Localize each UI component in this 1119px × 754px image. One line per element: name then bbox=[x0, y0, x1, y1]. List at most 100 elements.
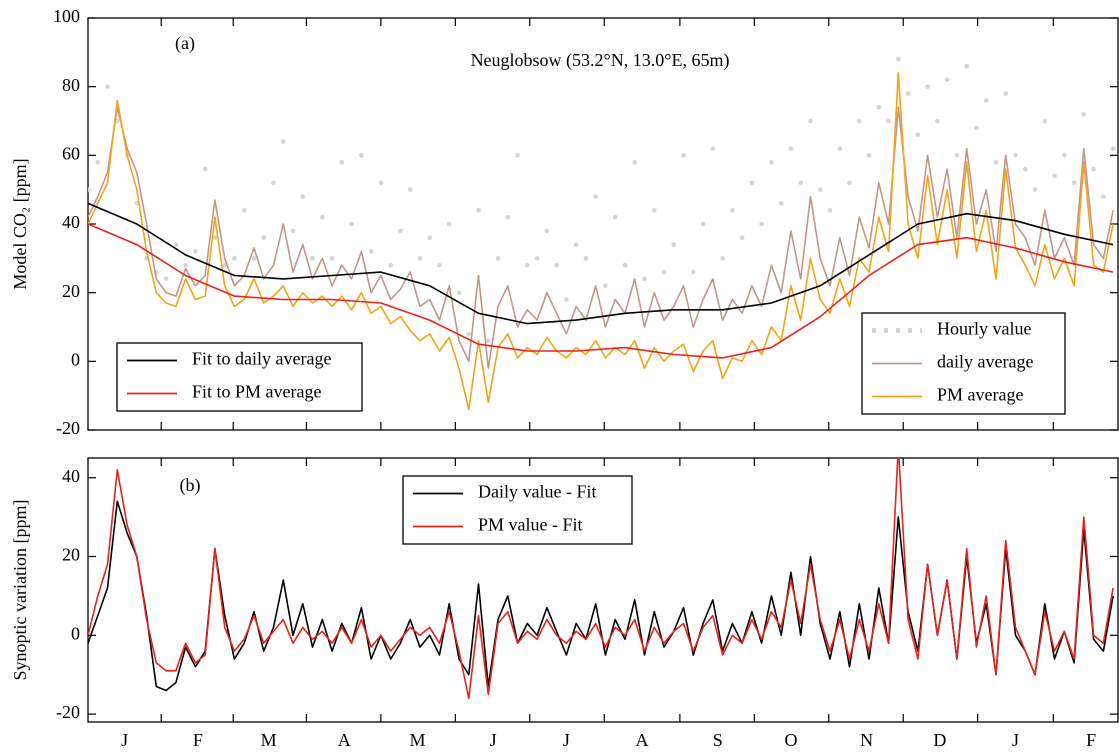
data-point bbox=[661, 269, 667, 275]
x-tick-label: A bbox=[636, 730, 649, 750]
data-point bbox=[290, 228, 296, 234]
data-point bbox=[622, 262, 628, 268]
y-tick-label: 60 bbox=[62, 143, 80, 163]
data-point bbox=[827, 207, 833, 213]
legend-box bbox=[116, 342, 363, 412]
data-point bbox=[778, 201, 784, 206]
data-point bbox=[251, 256, 257, 261]
data-point bbox=[974, 125, 979, 131]
data-point bbox=[798, 180, 804, 186]
y-tick-label: 0 bbox=[71, 623, 80, 643]
data-point bbox=[1110, 146, 1116, 151]
data-point bbox=[476, 207, 481, 213]
data-point bbox=[349, 221, 354, 227]
data-point bbox=[935, 118, 940, 124]
data-point bbox=[407, 187, 413, 192]
data-point bbox=[378, 180, 384, 186]
data-point bbox=[222, 262, 227, 268]
x-tick-label: J bbox=[121, 730, 128, 750]
data-point bbox=[456, 290, 462, 295]
data-point bbox=[261, 235, 267, 241]
legend-label: PM average bbox=[937, 385, 1023, 405]
data-point bbox=[1003, 91, 1009, 96]
y-tick-label: 100 bbox=[53, 6, 80, 26]
data-point bbox=[417, 256, 423, 261]
plot-area bbox=[88, 458, 1114, 700]
x-tick-label: J bbox=[1012, 730, 1019, 750]
data-point bbox=[280, 139, 286, 144]
data-point bbox=[564, 297, 569, 302]
data-point bbox=[944, 77, 950, 83]
data-point bbox=[700, 221, 706, 227]
data-point bbox=[876, 104, 882, 110]
data-point bbox=[1032, 187, 1038, 192]
data-point bbox=[232, 256, 237, 261]
data-point bbox=[134, 201, 140, 206]
y-tick-label: 80 bbox=[62, 75, 80, 95]
data-point bbox=[437, 262, 442, 268]
legend-label: Fit to daily average bbox=[192, 349, 331, 369]
data-point bbox=[847, 180, 852, 186]
data-point bbox=[329, 256, 335, 261]
data-point bbox=[983, 98, 989, 103]
panel-label: (b) bbox=[180, 475, 201, 496]
data-point bbox=[534, 256, 540, 261]
data-point bbox=[515, 153, 520, 158]
y-tick-label: -20 bbox=[56, 418, 80, 438]
data-point bbox=[632, 159, 638, 165]
data-point bbox=[681, 153, 686, 158]
data-point bbox=[1091, 166, 1096, 172]
data-point bbox=[95, 159, 101, 165]
data-point bbox=[710, 146, 716, 151]
data-point bbox=[642, 276, 647, 282]
data-point bbox=[163, 276, 169, 282]
x-tick-label: S bbox=[713, 730, 723, 750]
data-point bbox=[554, 262, 559, 268]
data-point bbox=[271, 180, 276, 186]
data-point bbox=[300, 194, 306, 199]
x-tick-label: F bbox=[1086, 730, 1096, 750]
data-point bbox=[749, 180, 755, 186]
data-point bbox=[446, 221, 452, 227]
data-point bbox=[1022, 166, 1028, 172]
data-point bbox=[993, 159, 999, 165]
data-point bbox=[593, 194, 598, 199]
data-point bbox=[759, 221, 764, 227]
data-point bbox=[525, 262, 530, 268]
y-tick-label: 20 bbox=[62, 281, 80, 301]
data-point bbox=[1052, 173, 1057, 179]
data-line bbox=[88, 202, 1114, 325]
data-point bbox=[954, 153, 960, 158]
data-point bbox=[212, 235, 218, 241]
data-point bbox=[173, 242, 179, 247]
data-point bbox=[1071, 180, 1077, 186]
data-point bbox=[339, 159, 345, 165]
data-point bbox=[896, 56, 901, 62]
data-point bbox=[544, 228, 550, 234]
data-point bbox=[193, 249, 198, 254]
x-tick-label: M bbox=[409, 730, 425, 750]
data-point bbox=[88, 187, 91, 192]
data-point bbox=[1013, 153, 1018, 158]
data-point bbox=[769, 159, 774, 165]
data-point bbox=[310, 256, 315, 261]
data-point bbox=[398, 228, 403, 234]
data-point bbox=[817, 187, 823, 192]
x-tick-label: J bbox=[563, 730, 570, 750]
data-point bbox=[691, 269, 696, 275]
data-point bbox=[241, 207, 247, 213]
data-point bbox=[1062, 153, 1067, 158]
data-point bbox=[466, 331, 472, 337]
data-point bbox=[505, 214, 511, 220]
y-axis-title: Synoptic variation [ppm] bbox=[10, 500, 30, 681]
data-point bbox=[320, 214, 325, 220]
data-point bbox=[886, 118, 891, 124]
x-tick-label: J bbox=[490, 730, 497, 750]
data-point bbox=[183, 262, 188, 268]
data-point bbox=[1081, 111, 1087, 117]
data-point bbox=[837, 146, 843, 151]
data-point bbox=[1042, 118, 1048, 124]
legend-label: Hourly value bbox=[937, 319, 1031, 339]
data-point bbox=[905, 91, 911, 96]
